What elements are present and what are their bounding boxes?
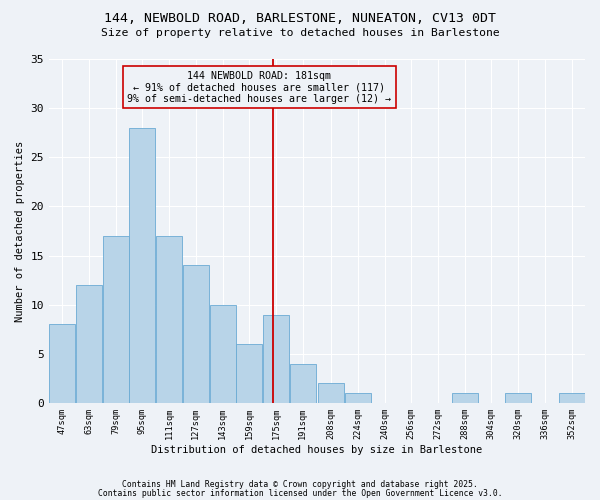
Bar [290,364,316,403]
Bar [49,324,75,403]
Text: Size of property relative to detached houses in Barlestone: Size of property relative to detached ho… [101,28,499,38]
Bar [236,344,262,403]
Bar [103,236,128,403]
Text: Contains HM Land Registry data © Crown copyright and database right 2025.: Contains HM Land Registry data © Crown c… [122,480,478,489]
Bar [505,394,531,403]
Bar [452,394,478,403]
Bar [209,305,236,403]
X-axis label: Distribution of detached houses by size in Barlestone: Distribution of detached houses by size … [151,445,482,455]
Bar [263,314,289,403]
Bar [345,394,371,403]
Bar [318,384,344,403]
Y-axis label: Number of detached properties: Number of detached properties [15,140,25,322]
Bar [76,285,102,403]
Text: 144 NEWBOLD ROAD: 181sqm
← 91% of detached houses are smaller (117)
9% of semi-d: 144 NEWBOLD ROAD: 181sqm ← 91% of detach… [127,71,391,104]
Bar [559,394,584,403]
Bar [156,236,182,403]
Bar [183,266,209,403]
Text: 144, NEWBOLD ROAD, BARLESTONE, NUNEATON, CV13 0DT: 144, NEWBOLD ROAD, BARLESTONE, NUNEATON,… [104,12,496,26]
Text: Contains public sector information licensed under the Open Government Licence v3: Contains public sector information licen… [98,490,502,498]
Bar [130,128,155,403]
